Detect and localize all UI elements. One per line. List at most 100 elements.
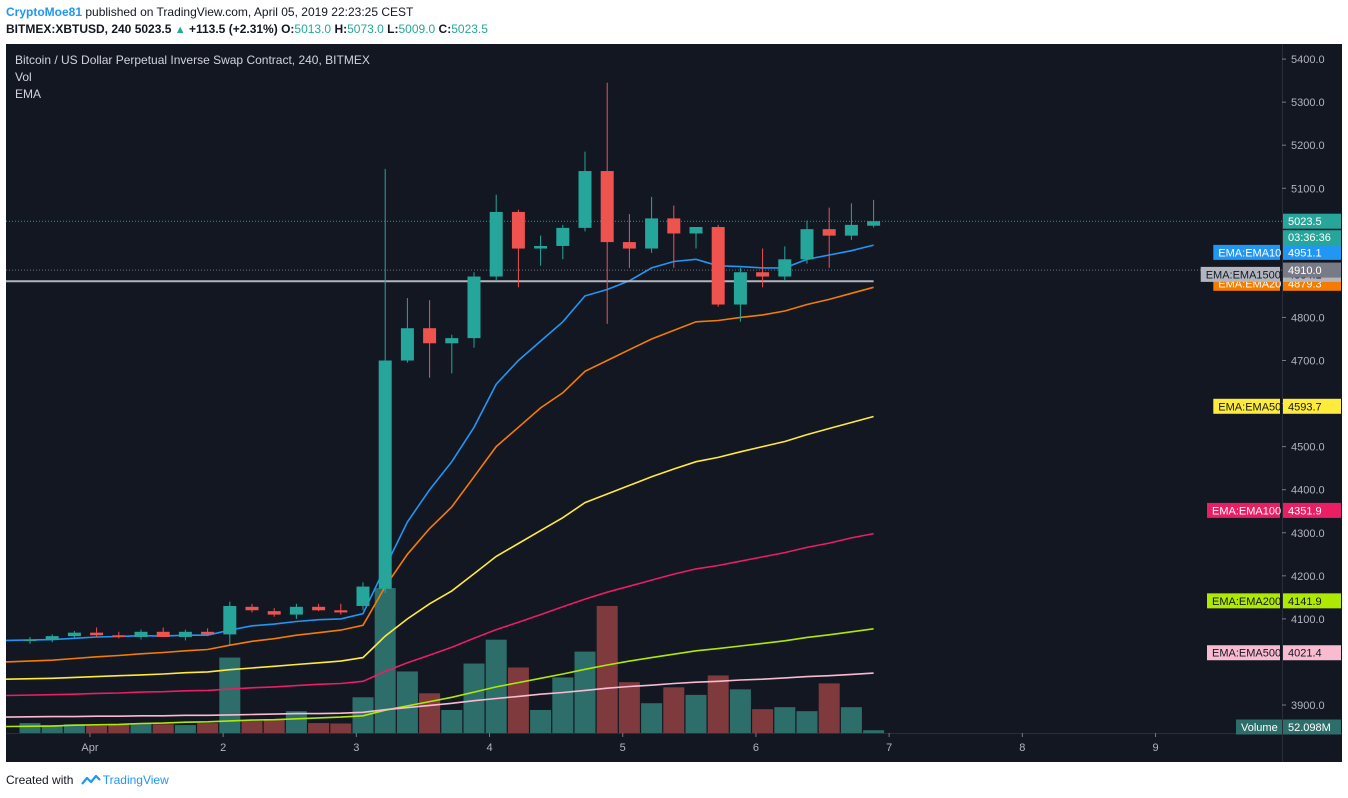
time-tick-label: 3 — [353, 742, 359, 754]
volume-bar — [19, 723, 41, 733]
legend-ema[interactable]: EMA — [15, 87, 41, 101]
price-line-label-bg — [1283, 213, 1341, 229]
volume-bar — [197, 723, 219, 733]
candle-body — [90, 632, 104, 636]
ema-value-label-bg — [1283, 502, 1341, 518]
candle-body — [489, 211, 503, 277]
tradingview-logo-icon — [80, 774, 101, 785]
tradingview-brand-link[interactable]: TradingView — [102, 773, 169, 787]
candle-body — [178, 631, 192, 637]
candle-body — [578, 171, 592, 228]
close-value: 5023.5 — [451, 22, 488, 36]
chart-container[interactable]: 5400.05300.05200.05100.04800.04700.04600… — [6, 44, 1342, 762]
volume-bar — [41, 725, 63, 733]
ema-value-label: 4141.9 — [1288, 596, 1322, 608]
candle-body — [711, 227, 725, 305]
candle-body — [223, 605, 237, 635]
ema-name-badge: EMA:EMA500 — [1212, 648, 1281, 660]
candle-body — [467, 276, 481, 339]
close-label: C: — [438, 22, 452, 36]
candle-body — [600, 171, 614, 243]
candle-body — [312, 606, 326, 611]
price-tick-label: 4500.0 — [1291, 442, 1325, 454]
volume-bar — [707, 675, 729, 733]
volume-layer — [19, 588, 885, 733]
candle-body — [511, 211, 525, 249]
volume-bar — [641, 703, 663, 733]
volume-bar — [796, 711, 818, 733]
price-chart[interactable]: 5400.05300.05200.05100.04800.04700.04600… — [6, 44, 1342, 762]
volume-bar — [174, 725, 196, 733]
candle-body — [23, 639, 37, 642]
candle-body — [800, 229, 814, 260]
candle-body — [756, 272, 770, 277]
ema-name-badge-bg — [1207, 502, 1280, 518]
username-link[interactable]: CryptoMoe81 — [6, 5, 83, 19]
volume-bar — [463, 663, 485, 733]
volume-bar — [263, 719, 285, 733]
volume-bar — [574, 651, 596, 733]
candle-body — [400, 328, 414, 361]
legend-title: Bitcoin / US Dollar Perpetual Inverse Sw… — [15, 53, 370, 67]
ema-name-badge: EMA:EMA1500 — [1206, 269, 1281, 281]
volume-bar — [130, 723, 152, 733]
candle-body — [67, 632, 81, 637]
candle-body — [45, 636, 59, 640]
price-tick-label: 4100.0 — [1291, 614, 1325, 626]
legend-vol[interactable]: Vol — [15, 70, 32, 84]
high-value: 5073.0 — [347, 22, 384, 36]
candle-body — [289, 606, 303, 615]
ema-name-badge: EMA:EMA50 — [1218, 401, 1281, 413]
volume-bar — [330, 723, 352, 733]
time-tick-label: 6 — [753, 742, 759, 754]
candle-body — [667, 218, 681, 234]
ema-layer — [6, 244, 874, 728]
price-tick-label: 5100.0 — [1291, 183, 1325, 195]
candle-body — [445, 338, 459, 344]
candle-body — [645, 218, 659, 249]
ema-line — [6, 244, 874, 642]
time-tick-label: 8 — [1019, 742, 1025, 754]
candle-body — [867, 221, 881, 226]
candle-body — [156, 631, 170, 637]
volume-bar — [663, 687, 685, 733]
candle-body — [134, 631, 148, 637]
volume-bar — [863, 730, 885, 733]
time-tick-label: 5 — [620, 742, 626, 754]
volume-bar — [419, 693, 441, 733]
volume-name-badge: Volume — [1241, 722, 1278, 734]
volume-bar — [685, 694, 707, 733]
footer: Created with TradingView — [6, 773, 169, 787]
symbol-info: BITMEX:XBTUSD, 240 5023.5 ▲ +113.5 (+2.3… — [6, 22, 488, 36]
volume-bar — [818, 683, 840, 733]
publish-info: CryptoMoe81 published on TradingView.com… — [6, 5, 413, 19]
open-label: O: — [281, 22, 295, 36]
ema-line — [6, 286, 874, 663]
ema-line — [6, 532, 874, 697]
price-line-label: 5023.5 — [1288, 216, 1322, 228]
time-tick-label: 9 — [1152, 742, 1158, 754]
ema-line — [6, 415, 874, 680]
ema-value-label: 4351.9 — [1288, 505, 1322, 517]
low-value: 5009.0 — [398, 22, 436, 36]
ema-name-badge-bg — [1207, 645, 1280, 661]
countdown-label: 03:36:36 — [1288, 232, 1331, 244]
candle-body — [778, 259, 792, 277]
time-axis[interactable]: 31Apr23456789 — [6, 733, 1159, 754]
volume-bar — [241, 721, 263, 733]
ema-name-badge-bg — [1213, 244, 1280, 260]
price-tick-label: 4400.0 — [1291, 485, 1325, 497]
volume-bar — [396, 671, 418, 733]
time-tick-label: 2 — [220, 742, 226, 754]
candle-body — [733, 272, 747, 305]
ema-value-label-bg — [1283, 645, 1341, 661]
time-tick-label: 4 — [486, 742, 492, 754]
candle-body — [534, 245, 548, 249]
price-tick-label: 5200.0 — [1291, 140, 1325, 152]
candle-body — [378, 360, 392, 589]
candle-body — [245, 606, 259, 611]
ema-name-badge-bg — [1200, 266, 1280, 282]
candle-body — [622, 242, 636, 249]
ema-value-label: 4021.4 — [1288, 648, 1322, 660]
